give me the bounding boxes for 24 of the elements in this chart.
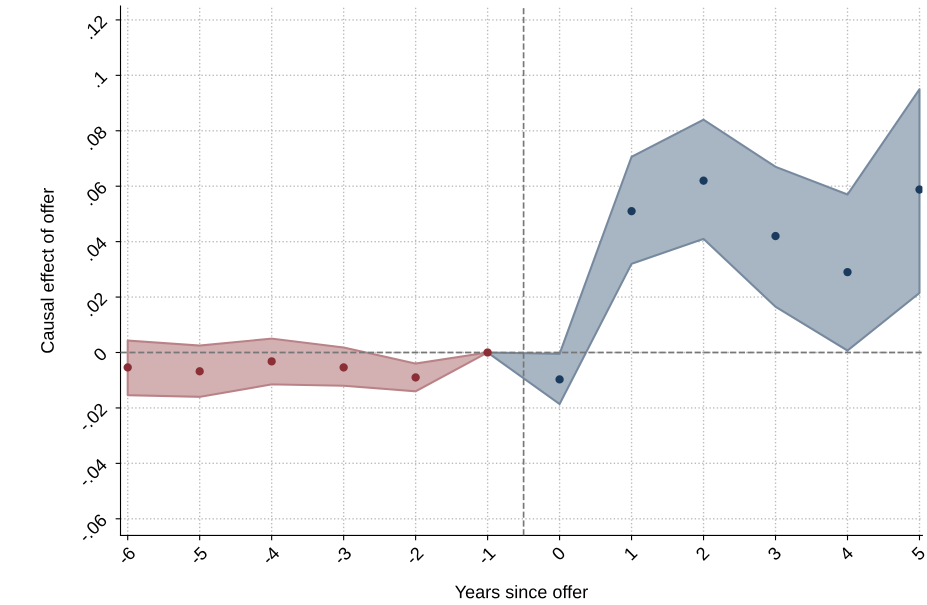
x-tick-label: 1 xyxy=(624,546,638,561)
x-tick-label: -3 xyxy=(332,546,352,566)
x-tick-label: 0 xyxy=(550,546,566,562)
x-tick-label: 5 xyxy=(910,546,926,562)
y-tick-label: -.04 xyxy=(78,458,108,488)
y-tick-label: .12 xyxy=(82,14,108,40)
y-tick-label: 0 xyxy=(92,346,108,362)
y-tick-label: -.02 xyxy=(78,402,108,432)
y-tick-label: .1 xyxy=(90,70,108,88)
y-tick-label: .08 xyxy=(82,125,108,150)
y-tick-label: .06 xyxy=(82,180,108,206)
x-tick-label: -6 xyxy=(116,546,136,566)
y-tick-label: .04 xyxy=(82,236,108,262)
x-axis-title: Years since offer xyxy=(455,585,588,598)
x-tick-label: -5 xyxy=(189,546,208,566)
x-tick-label: -4 xyxy=(261,546,280,566)
x-tick-label: 3 xyxy=(766,546,782,562)
x-tick-label: -1 xyxy=(477,546,496,566)
y-tick-label: .02 xyxy=(82,292,108,316)
y-axis-title: Causal effect of offer xyxy=(40,188,54,353)
x-tick-label: 2 xyxy=(695,546,710,561)
y-tick-label: -.06 xyxy=(78,513,108,544)
x-tick-label: 4 xyxy=(838,546,854,562)
x-tick-label: -2 xyxy=(404,546,424,566)
